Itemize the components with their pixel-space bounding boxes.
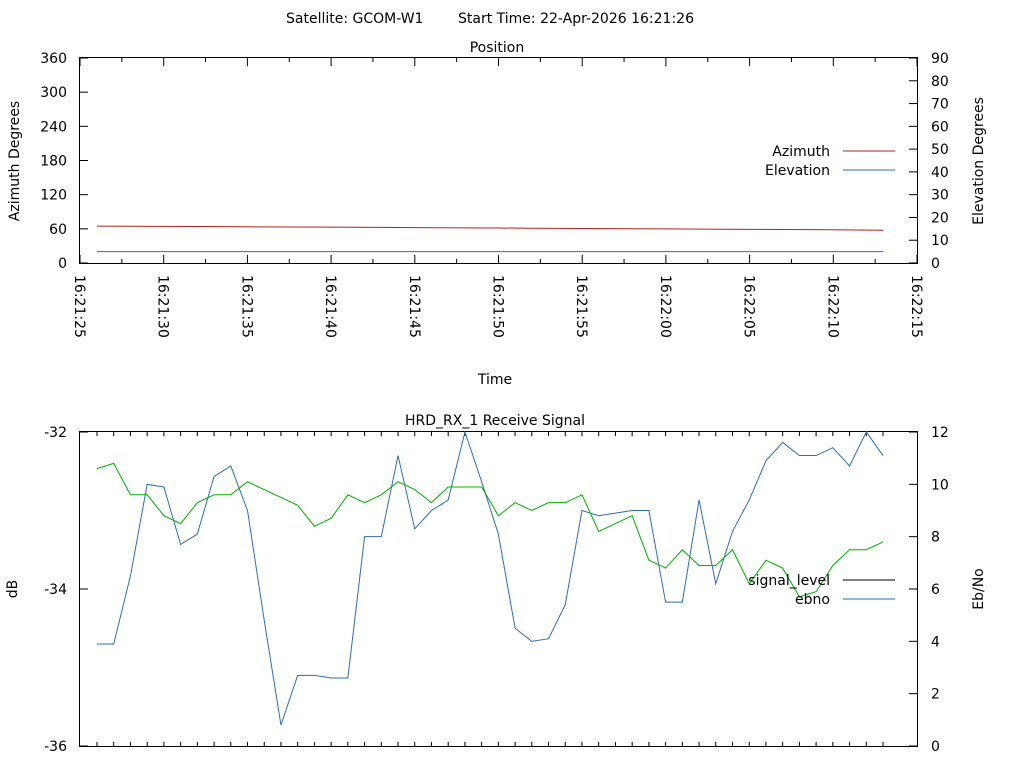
time-tick-label: 16:21:45	[406, 275, 422, 338]
db-axis-label: dB	[5, 580, 21, 599]
receive-signal-chart: HRD_RX_1 Receive Signal dB Eb/No -32-34-…	[5, 413, 987, 755]
azimuth-tick-label: 0	[58, 256, 67, 272]
azimuth-tick-label: 300	[40, 85, 67, 101]
elevation-tick-label: 80	[931, 74, 949, 90]
time-tick-label: 16:21:25	[71, 275, 87, 338]
azimuth-tick-label: 360	[40, 51, 67, 67]
signal-series	[96, 430, 884, 726]
elevation-axis-label: Elevation Degrees	[971, 97, 987, 225]
elevation-tick-label: 90	[931, 51, 949, 67]
signal-plot-frame	[79, 431, 918, 747]
ebno-axis-label: Eb/No	[971, 568, 987, 610]
legend-azimuth-label: Azimuth	[772, 144, 830, 160]
elevation-tick-label: 50	[931, 142, 949, 158]
ebno-tick-label: 0	[931, 739, 940, 755]
db-tick-label: -32	[44, 425, 67, 441]
db-tick-label: -36	[44, 739, 67, 755]
ebno-tick-label: 4	[931, 634, 940, 650]
elevation-tick-label: 0	[931, 256, 940, 272]
time-tick-label: 16:21:55	[573, 275, 589, 338]
azimuth-tick-label: 180	[40, 154, 67, 170]
time-tick-label: 16:21:40	[322, 275, 338, 338]
elevation-tick-label: 60	[931, 119, 949, 135]
time-axis-label: Time	[477, 372, 512, 388]
time-tick-label: 16:22:00	[657, 275, 673, 338]
ebno-tick-label: 6	[931, 582, 940, 598]
azimuth-tick-label: 120	[40, 188, 67, 204]
legend-ebno-label: ebno	[795, 592, 830, 608]
ebno-tick-label: 12	[931, 425, 949, 441]
db-tick-label: -34	[44, 582, 67, 598]
ebno-tick-label: 10	[931, 477, 949, 493]
time-tick-label: 16:21:50	[490, 275, 506, 338]
position-title: Position	[470, 40, 525, 56]
azimuth-axis-label: Azimuth Degrees	[7, 101, 23, 221]
azimuth-tick-label: 240	[40, 119, 67, 135]
green-signal-line	[96, 462, 884, 598]
elevation-tick-label: 70	[931, 97, 949, 113]
ebno-tick-label: 8	[931, 530, 940, 546]
start-time-label: Start Time: 22-Apr-2026 16:21:26	[458, 11, 694, 27]
ebno-tick-label: 2	[931, 687, 940, 703]
elevation-tick-label: 30	[931, 188, 949, 204]
time-tick-label: 16:22:15	[908, 275, 924, 338]
position-ticks: 0 60 120 180 240 300 360 0 10 20 30 40 50 60 70 80 90 16:…	[40, 51, 949, 338]
elevation-tick-label: 20	[931, 210, 949, 226]
position-legend: Azimuth Elevation	[765, 144, 895, 179]
elevation-tick-label: 10	[931, 233, 949, 249]
time-tick-label: 16:21:30	[155, 275, 171, 338]
position-plot-frame	[79, 57, 918, 264]
time-tick-label: 16:22:05	[741, 275, 757, 338]
satellite-label: Satellite: GCOM-W1	[286, 11, 423, 27]
signal-legend: signal_level ebno	[748, 573, 895, 608]
position-series	[96, 225, 884, 253]
receive-signal-title: HRD_RX_1 Receive Signal	[405, 413, 585, 429]
legend-elevation-label: Elevation	[765, 163, 830, 179]
legend-signal-level-label: signal_level	[748, 573, 830, 589]
time-tick-label: 16:21:35	[238, 275, 254, 338]
signal-ticks: -32 -34 -36 0 2 4 6 8 10 12	[44, 425, 949, 755]
azimuth-tick-label: 60	[49, 222, 67, 238]
elevation-tick-label: 40	[931, 165, 949, 181]
time-tick-label: 16:22:10	[824, 275, 840, 338]
position-chart: Position Azimuth Degrees Elevation Degre…	[7, 40, 987, 388]
ebno-line	[97, 430, 884, 726]
azimuth-line	[96, 225, 884, 231]
